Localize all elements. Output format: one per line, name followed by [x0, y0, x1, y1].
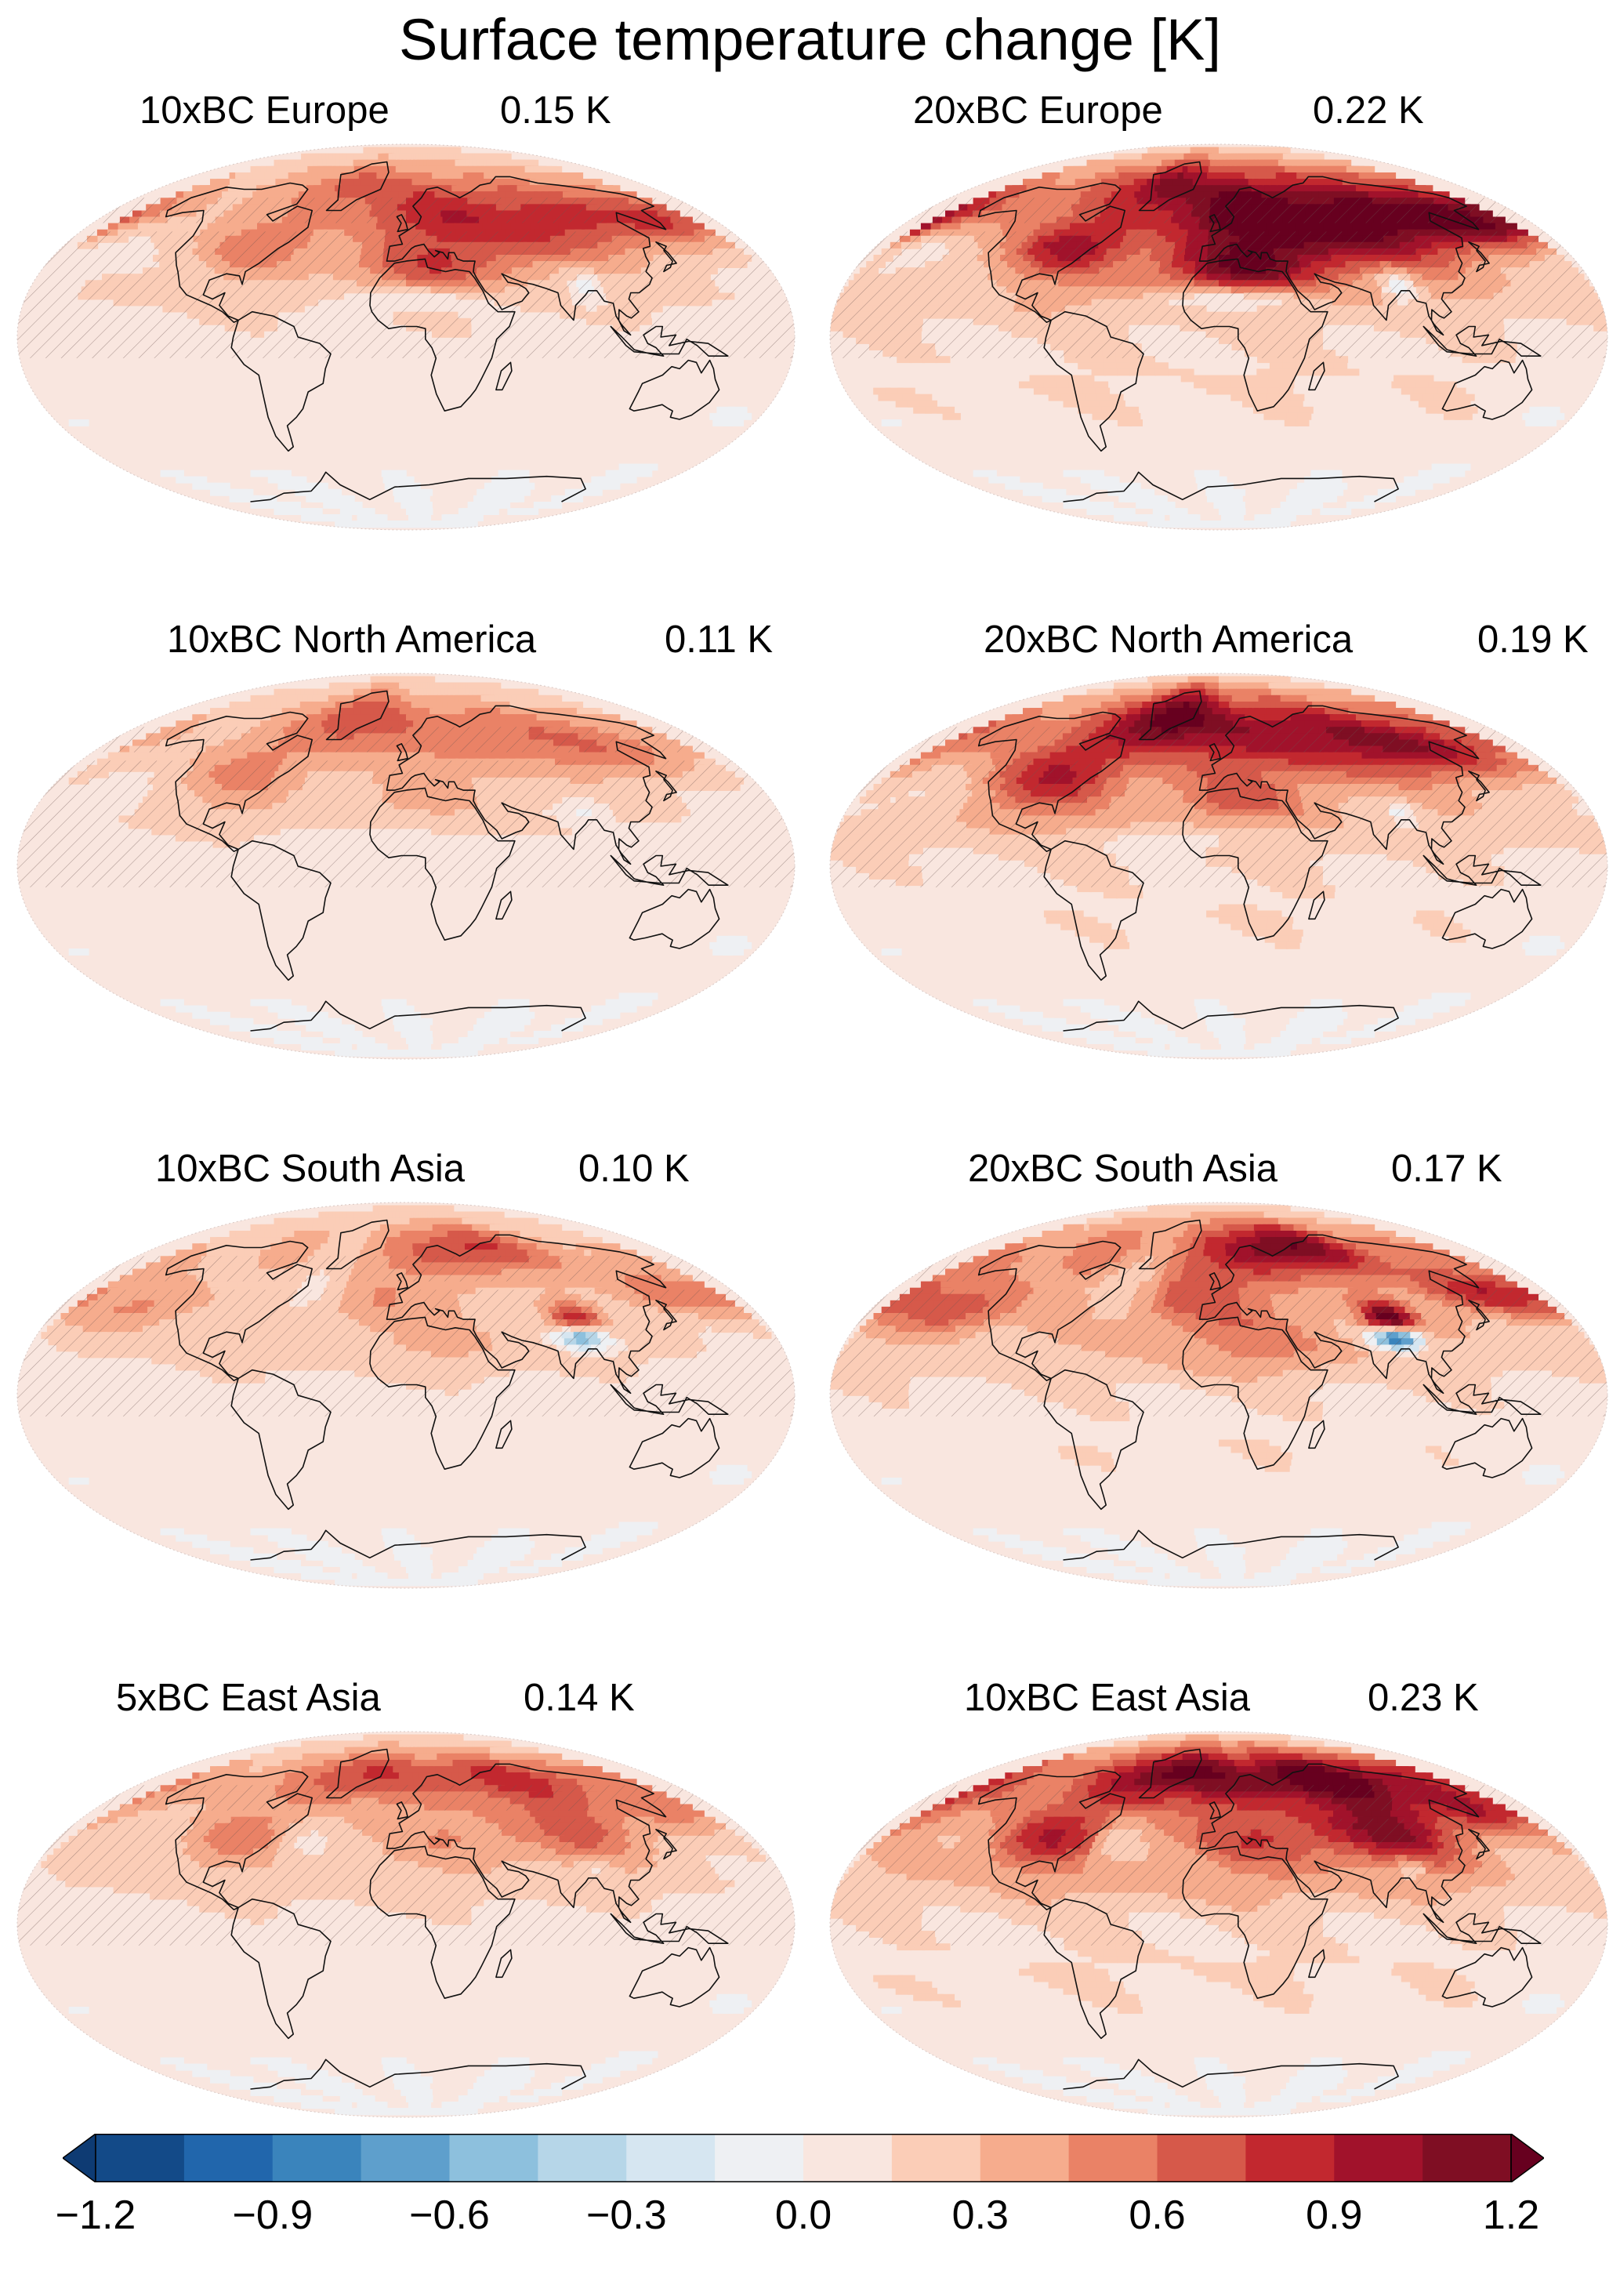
world-map	[16, 673, 796, 1060]
colorbar-tick-label: −0.3	[585, 2193, 667, 2238]
panel-mean-value: 0.22 K	[1313, 89, 1424, 132]
world-map	[829, 143, 1608, 531]
map-panel: 20xBC Europe 0.22 K	[827, 86, 1611, 541]
map-panel: 10xBC East Asia 0.23 K	[827, 1674, 1611, 2128]
colorbar-segment	[1334, 2134, 1423, 2182]
colorbar-segment	[1422, 2134, 1512, 2182]
panel-mean-value: 0.14 K	[524, 1677, 635, 1719]
colorbar-segment	[715, 2134, 804, 2182]
world-map	[16, 143, 796, 531]
world-map	[16, 1731, 796, 2118]
colorbar-segment	[183, 2134, 274, 2182]
colorbar-segment	[803, 2134, 893, 2182]
colorbar-segment	[1068, 2134, 1158, 2182]
colorbar-segment	[272, 2134, 362, 2182]
colorbar-tick-label: 0.0	[774, 2193, 832, 2238]
colorbar-segment	[891, 2134, 981, 2182]
panel-mean-value: 0.15 K	[500, 89, 611, 132]
panel-mean-value: 0.10 K	[578, 1148, 690, 1190]
colorbar-segment	[361, 2134, 451, 2182]
map-panel: 10xBC South Asia 0.10 K	[14, 1144, 798, 1599]
panel-title: 10xBC Europe	[140, 89, 390, 132]
panel-title: 20xBC South Asia	[968, 1148, 1278, 1190]
colorbar-under-arrow	[63, 2134, 96, 2182]
colorbar-segment	[1157, 2134, 1246, 2182]
colorbar-tick-label: 0.6	[1129, 2193, 1186, 2238]
panel-mean-value: 0.11 K	[665, 618, 774, 661]
colorbar-segment	[538, 2134, 627, 2182]
map-panel: 10xBC Europe 0.15 K	[14, 86, 798, 541]
panel-title: 10xBC East Asia	[964, 1677, 1250, 1719]
panel-title: 20xBC Europe	[913, 89, 1163, 132]
colorbar-over-arrow	[1510, 2134, 1544, 2182]
panel-mean-value: 0.23 K	[1368, 1677, 1479, 1719]
colorbar-segment	[980, 2134, 1070, 2182]
colorbar-segment	[449, 2134, 538, 2182]
colorbar-tick-label: 1.2	[1482, 2193, 1540, 2238]
colorbar-tick-label: −0.9	[232, 2193, 313, 2238]
panel-title: 20xBC North America	[984, 618, 1354, 661]
map-panel: 20xBC North America 0.19 K	[827, 615, 1611, 1070]
colorbar-tick-label: 0.9	[1306, 2193, 1363, 2238]
colorbar-tick-label: −0.6	[409, 2193, 490, 2238]
colorbar-segment	[96, 2134, 185, 2182]
panel-title: 10xBC North America	[167, 618, 537, 661]
colorbar-tick-label: 0.3	[951, 2193, 1009, 2238]
world-map	[16, 1202, 796, 1589]
panel-mean-value: 0.19 K	[1477, 618, 1589, 661]
colorbar	[63, 2134, 1544, 2182]
map-panel: 5xBC East Asia 0.14 K	[14, 1674, 798, 2128]
figure-title: Surface temperature change [K]	[399, 7, 1221, 72]
panel-mean-value: 0.17 K	[1391, 1148, 1502, 1190]
world-map	[829, 673, 1608, 1060]
world-map	[829, 1731, 1608, 2118]
colorbar-segment	[626, 2134, 716, 2182]
panel-title: 10xBC South Asia	[155, 1148, 465, 1190]
panel-title: 5xBC East Asia	[116, 1677, 381, 1719]
map-panel: 20xBC South Asia 0.17 K	[827, 1144, 1611, 1599]
world-map	[829, 1202, 1608, 1589]
colorbar-segment	[1245, 2134, 1335, 2182]
map-panel: 10xBC North America 0.11 K	[14, 615, 798, 1070]
colorbar-tick-label: −1.2	[55, 2193, 136, 2238]
